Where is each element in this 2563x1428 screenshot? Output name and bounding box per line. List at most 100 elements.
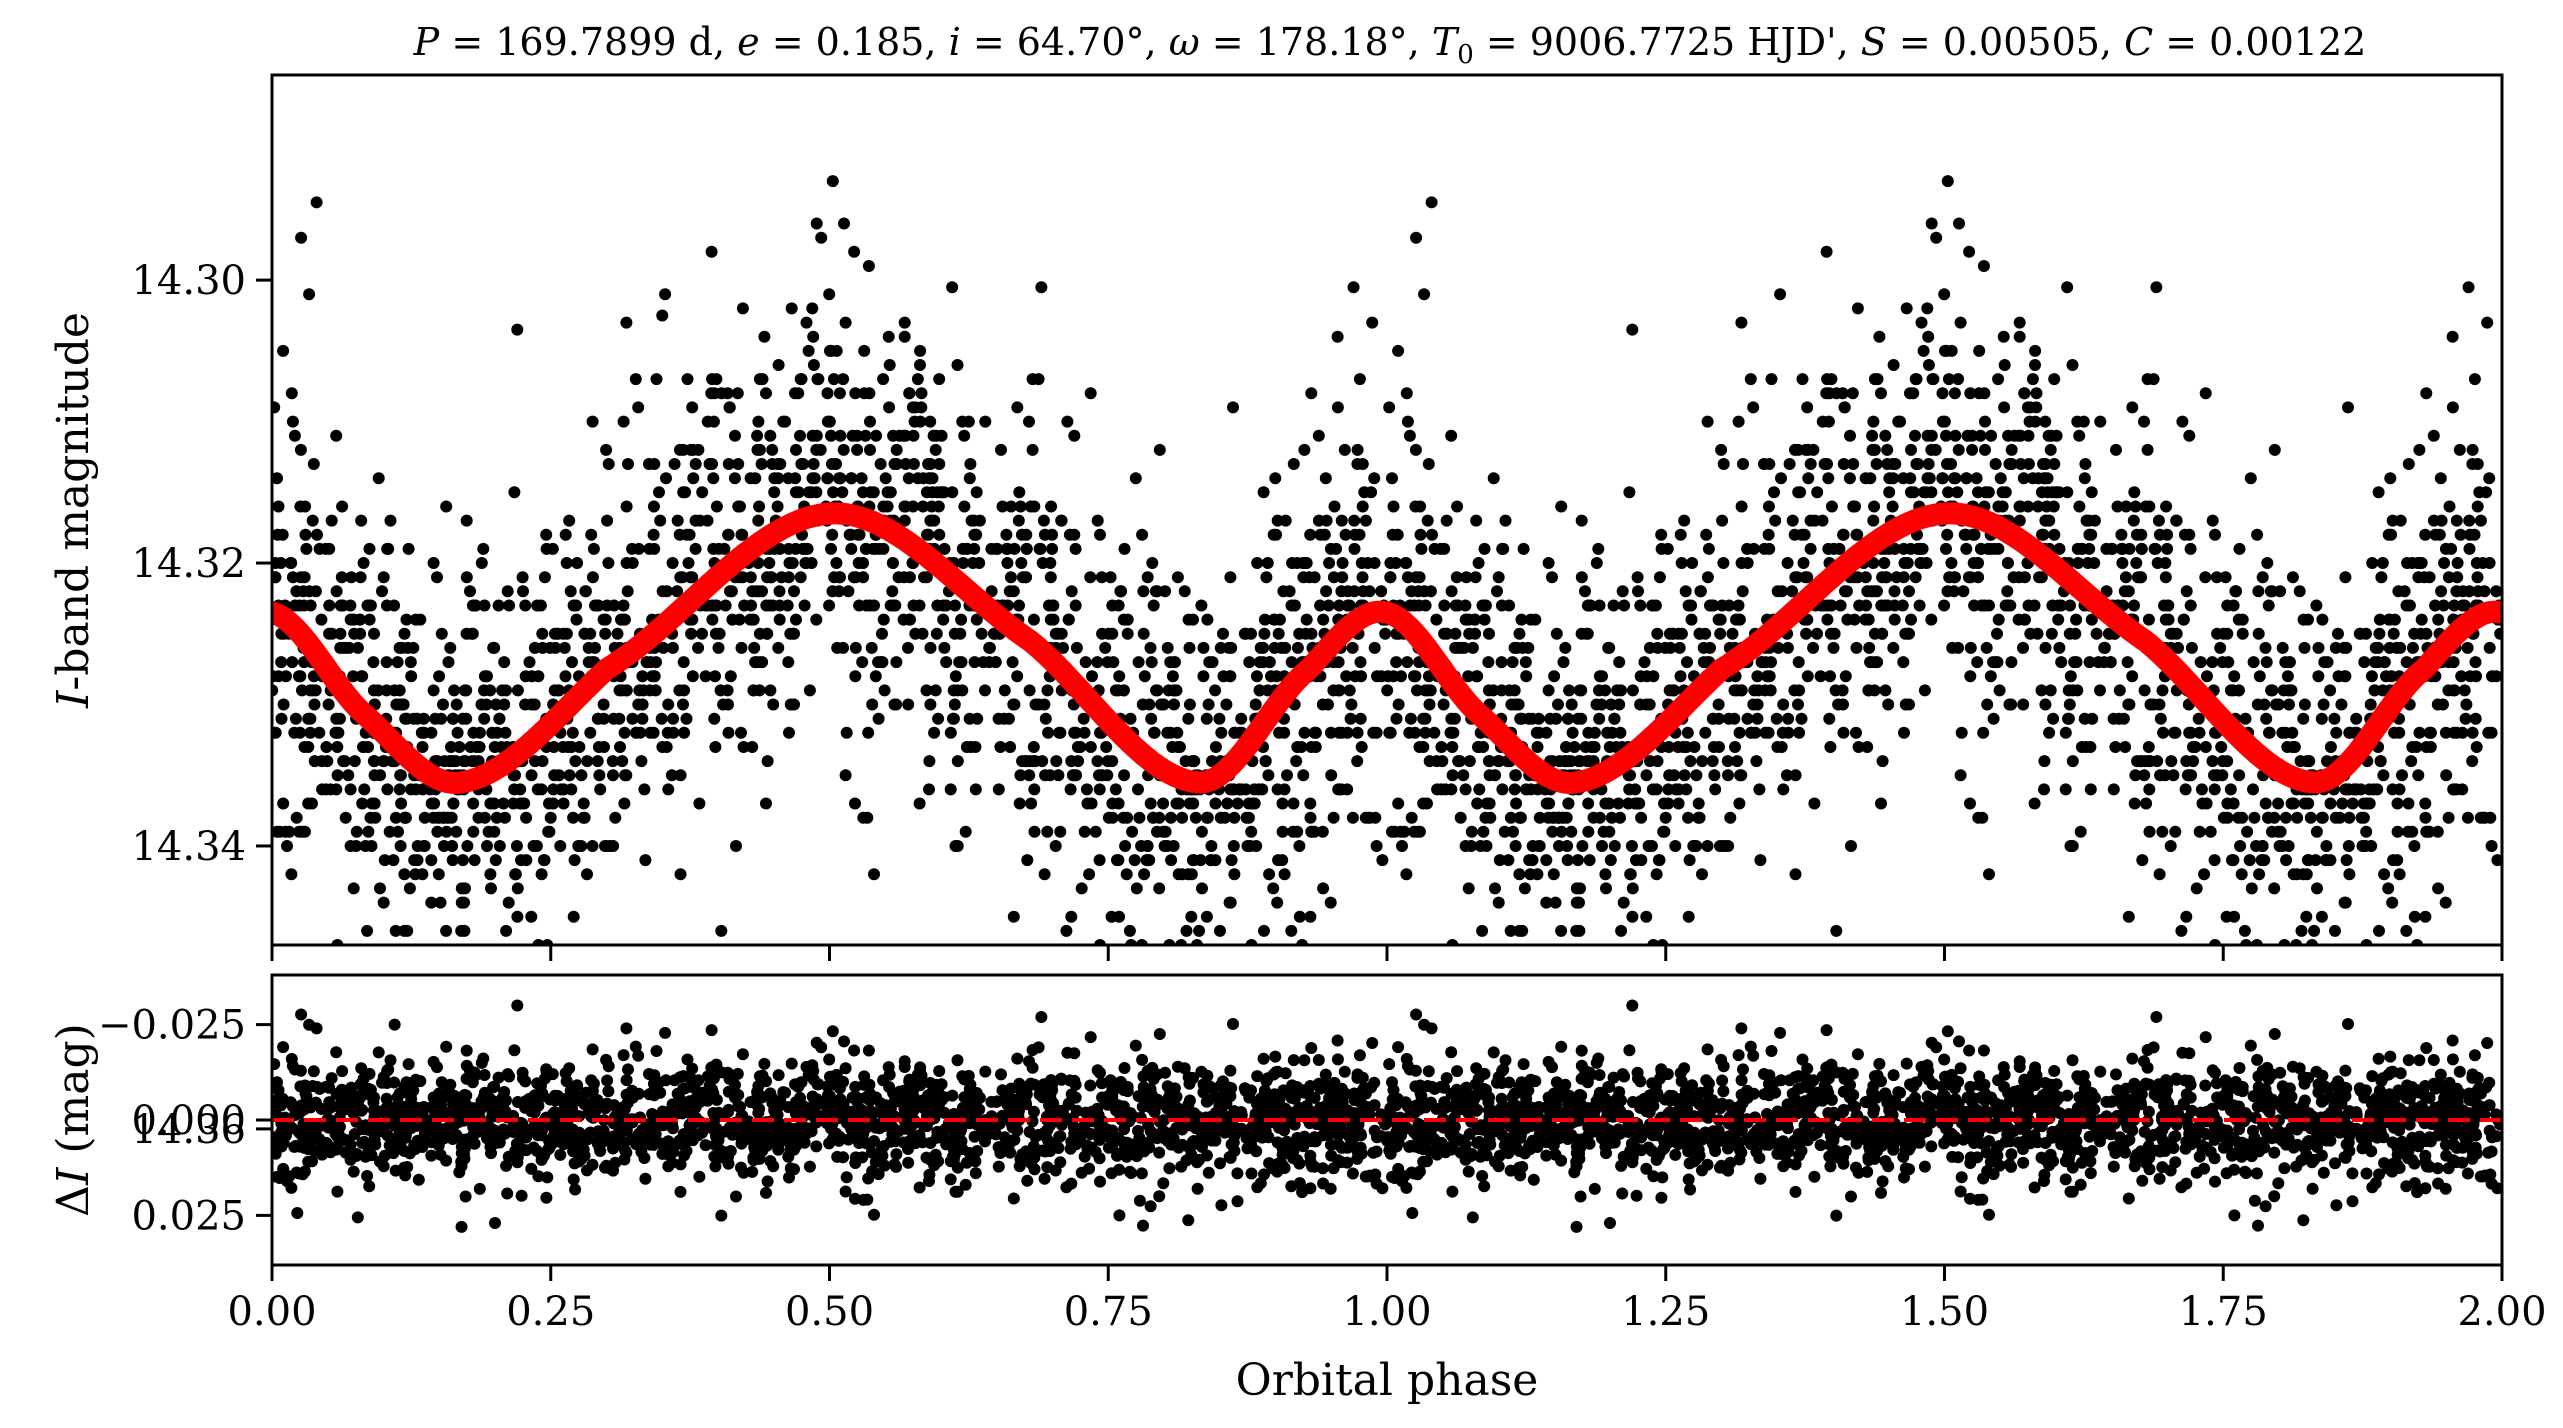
data-point (1270, 528, 1283, 541)
data-point (1744, 373, 1757, 386)
data-point (784, 698, 797, 711)
data-point (1575, 514, 1588, 527)
data-point (2447, 656, 2460, 669)
data-point (956, 415, 969, 428)
data-point (2431, 825, 2444, 838)
data-point (2069, 627, 2082, 640)
data-point (1069, 542, 1082, 555)
data-point (827, 373, 840, 386)
data-point (771, 500, 784, 513)
data-point (2162, 599, 2175, 612)
data-point (1528, 981, 1540, 993)
data-point (2018, 613, 2031, 626)
residual-point (540, 1063, 553, 1076)
data-point (515, 854, 527, 867)
data-point (1605, 811, 1618, 824)
data-point (1278, 868, 1291, 881)
data-point (1693, 627, 1706, 640)
data-point (1952, 641, 1965, 654)
data-point (653, 486, 665, 499)
data-point (2064, 599, 2076, 612)
data-point (1672, 627, 1685, 640)
data-point (1189, 811, 1202, 824)
data-point (783, 726, 795, 739)
data-point (1822, 472, 1835, 485)
data-point (2460, 698, 2473, 711)
data-point (2354, 783, 2367, 796)
data-point (1436, 755, 1449, 768)
data-point (1319, 472, 1332, 485)
data-point (1904, 472, 1917, 485)
data-point (2268, 811, 2281, 824)
data-point (1033, 542, 1046, 555)
data-point (2122, 910, 2135, 923)
data-point (2350, 712, 2363, 725)
data-point (286, 656, 299, 669)
data-point (1823, 712, 1836, 725)
data-point (1600, 882, 1612, 895)
data-point (2274, 825, 2287, 838)
data-point (955, 656, 968, 669)
data-point (2063, 698, 2076, 711)
data-point (800, 316, 813, 329)
data-point (620, 500, 633, 513)
data-point (1550, 627, 1563, 640)
data-point (1579, 585, 1591, 598)
data-point (1112, 797, 1125, 810)
data-point (678, 684, 691, 697)
data-point (403, 882, 416, 895)
data-point (275, 712, 288, 725)
data-point (469, 599, 482, 612)
data-point (640, 656, 653, 669)
data-point (2159, 557, 2172, 569)
data-point (963, 712, 976, 725)
data-point (363, 613, 376, 626)
data-point (845, 542, 858, 555)
data-point (1312, 514, 1325, 527)
data-point (1901, 557, 1914, 569)
data-point (2193, 825, 2206, 838)
data-point (2098, 641, 2111, 654)
data-point (2031, 627, 2044, 640)
data-point (1599, 684, 1612, 697)
data-point (2302, 854, 2315, 867)
data-point (705, 245, 718, 258)
data-point (1557, 656, 1570, 669)
data-point (1801, 401, 1814, 414)
data-point (2043, 726, 2056, 739)
data-point (519, 599, 532, 612)
data-point (416, 783, 429, 796)
data-point (1793, 726, 1806, 739)
data-point (807, 458, 820, 470)
data-point (789, 486, 802, 499)
data-point (1112, 599, 1125, 612)
data-point (1837, 528, 1850, 541)
data-point (853, 528, 866, 541)
data-point (751, 429, 764, 442)
data-point (1679, 585, 1692, 598)
data-point (686, 401, 699, 414)
data-point (2357, 811, 2370, 824)
data-point (1800, 627, 1813, 640)
data-point (2303, 755, 2316, 768)
data-point (853, 599, 866, 612)
data-point (2297, 712, 2310, 725)
data-point (398, 924, 411, 937)
data-point (1824, 741, 1837, 753)
data-point (888, 458, 901, 470)
data-point (2412, 769, 2425, 782)
data-point (543, 797, 555, 810)
data-point (1936, 472, 1949, 485)
data-point (629, 373, 642, 386)
data-point (2268, 443, 2281, 456)
data-point (1830, 924, 1843, 937)
data-point (2107, 783, 2120, 796)
data-point (586, 840, 599, 852)
data-point (1911, 542, 1924, 555)
data-point (2394, 641, 2407, 654)
data-point (585, 528, 598, 541)
data-point (2029, 415, 2042, 428)
data-point (1575, 627, 1588, 640)
data-point (611, 627, 624, 640)
data-point (2393, 868, 2406, 881)
